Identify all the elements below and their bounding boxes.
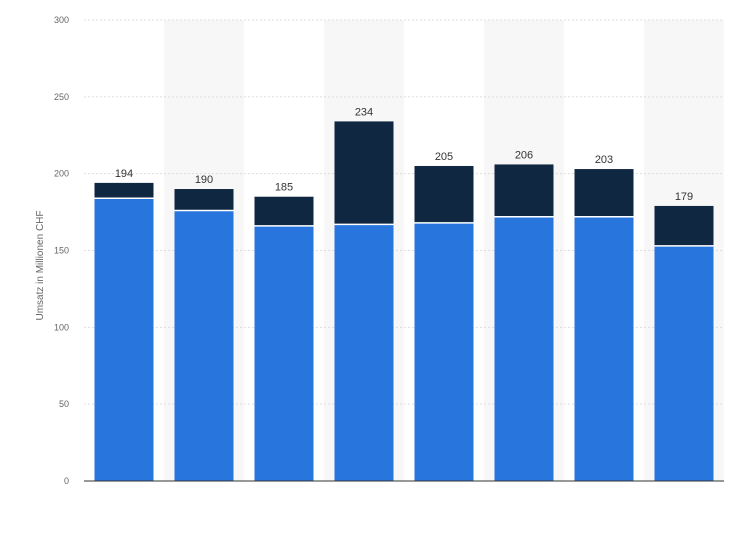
total-data-label: 185 — [275, 182, 293, 194]
y-tick-label: 50 — [59, 399, 69, 409]
bar-segment-series-1 — [494, 216, 554, 481]
bar-segment-series-2 — [174, 189, 234, 211]
bar-segment-series-2 — [574, 169, 634, 217]
y-axis-ticks: 0 50 100 150 200 250 300 — [54, 15, 69, 486]
bar-segment-series-1 — [174, 210, 234, 481]
y-tick-label: 150 — [54, 246, 69, 256]
y-tick-label: 0 — [64, 476, 69, 486]
total-data-label: 179 — [675, 191, 693, 203]
bar-segment-series-1 — [654, 245, 714, 481]
total-data-label: 206 — [515, 149, 533, 161]
bar-segment-series-1 — [254, 225, 314, 481]
bar-segment-series-1 — [334, 224, 394, 482]
y-tick-label: 200 — [54, 169, 69, 179]
bars — [94, 121, 714, 482]
bar-segment-series-2 — [334, 121, 394, 225]
y-tick-label: 300 — [54, 15, 69, 25]
total-data-label: 205 — [435, 151, 453, 163]
total-data-label: 203 — [595, 154, 613, 166]
bar-segment-series-1 — [414, 222, 474, 481]
data-labels: 194 190 185 234 205 206 203 179 — [115, 106, 693, 203]
bar-segment-series-1 — [94, 198, 154, 481]
y-axis-label: Umsatz in Millionen CHF — [35, 210, 46, 320]
bar-segment-series-2 — [494, 164, 554, 217]
total-data-label: 234 — [355, 106, 373, 118]
bar-segment-series-2 — [654, 205, 714, 246]
total-data-label: 190 — [195, 174, 213, 186]
bar-segment-series-2 — [254, 196, 314, 226]
y-tick-label: 250 — [54, 92, 69, 102]
bar-segment-series-2 — [94, 182, 154, 199]
total-data-label: 194 — [115, 168, 133, 180]
y-tick-label: 100 — [54, 322, 69, 332]
bar-segment-series-1 — [574, 216, 634, 481]
bar-segment-series-2 — [414, 165, 474, 223]
